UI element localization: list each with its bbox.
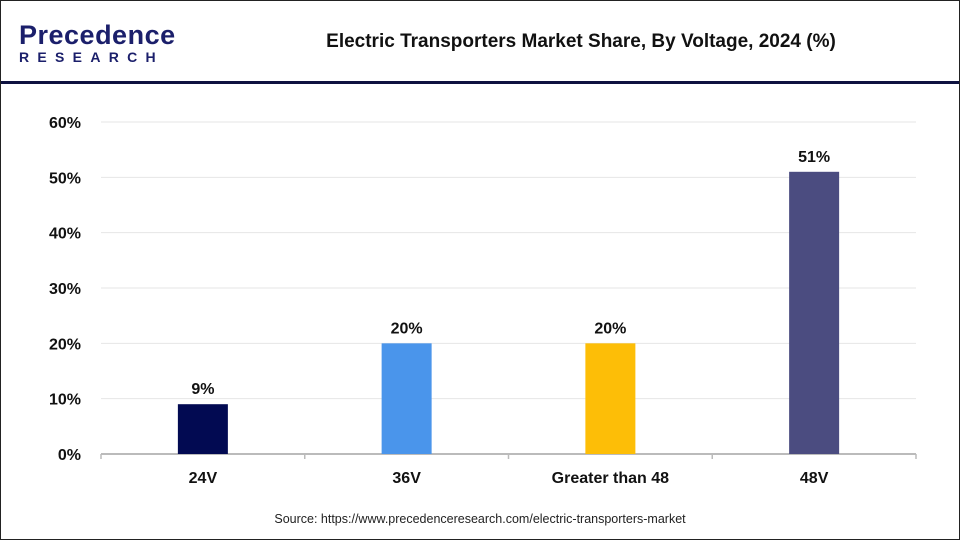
y-tick-label: 0% <box>58 447 81 464</box>
logo-line1: Precedence <box>19 20 176 50</box>
data-label: 9% <box>191 381 214 398</box>
y-tick-label: 40% <box>49 226 81 243</box>
x-tick-label: 48V <box>800 470 829 487</box>
bar-24v <box>177 404 228 454</box>
data-label: 20% <box>594 320 626 337</box>
bar-48v <box>789 171 840 455</box>
y-tick-label: 10% <box>49 392 81 409</box>
data-label: 51% <box>798 149 830 166</box>
y-tick-label: 30% <box>49 281 81 298</box>
y-tick-label: 50% <box>49 170 81 187</box>
x-tick-label: 24V <box>189 470 218 487</box>
bar-greater-than-48 <box>585 343 636 454</box>
chart-title: Electric Transporters Market Share, By V… <box>326 31 836 52</box>
x-tick-label: Greater than 48 <box>552 470 669 487</box>
x-tick-label: 36V <box>392 470 421 487</box>
y-tick-label: 20% <box>49 336 81 353</box>
source-note: Source: https://www.precedenceresearch.c… <box>274 512 686 526</box>
bar-36v <box>381 343 432 454</box>
data-label: 20% <box>391 320 423 337</box>
header-divider <box>1 81 959 84</box>
logo: Precedence RESEARCH <box>19 21 176 65</box>
logo-line2: RESEARCH <box>19 49 164 65</box>
y-tick-label: 60% <box>49 115 81 132</box>
